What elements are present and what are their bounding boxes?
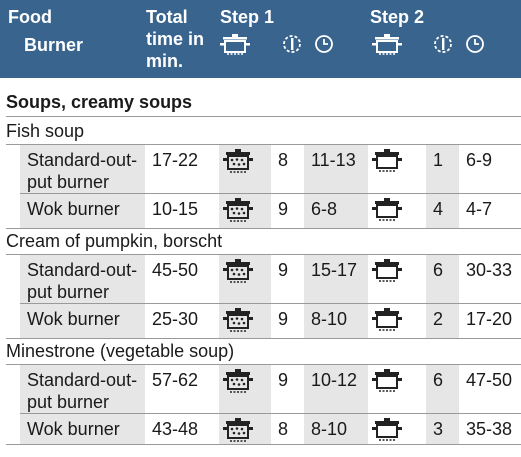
burner-cell: Standard-out- put burner [27,260,138,302]
total-time-cell: 25-30 [152,309,199,329]
step2-level-cell: 6 [433,260,444,280]
step1-time-cell: 15-17 [311,260,358,280]
divider [6,338,521,339]
burner-cell: Wok burner [27,199,120,219]
power-level-icon [434,35,452,53]
step2-level-cell: 6 [433,370,444,390]
divider [20,303,521,304]
table-row: Standard-out- put burner 17-22 8 11-13 1… [6,145,521,193]
covered-pot-icon [372,368,402,399]
step1-level-cell: 9 [278,199,289,219]
wok-pot-icon [223,258,253,289]
step2-level-cell: 2 [433,309,444,329]
wok-pot-icon [223,148,253,179]
step1-level-cell: 9 [278,370,289,390]
pot-icon [220,34,250,55]
step1-level-cell: 9 [278,260,289,280]
wok-pot-icon [223,197,253,228]
step2-time-cell: 6-9 [466,150,493,170]
covered-pot-icon [372,197,402,228]
clock-icon [466,35,484,53]
divider [6,116,521,117]
table-row: Wok burner 43-48 8 8-10 3 35-38 [6,414,521,444]
food-header: Food [8,7,52,27]
burner-cell: Standard-out- put burner [27,370,138,412]
step2-level-cell: 4 [433,199,444,219]
step2-time-cell: 17-20 [466,309,513,329]
step1-time-cell: 8-10 [311,419,348,439]
step1-header: Step 1 [220,7,275,27]
step1-level-cell: 9 [278,309,289,329]
total-time-cell: 17-22 [152,150,199,170]
step2-time-cell: 35-38 [466,419,513,439]
divider [6,228,521,229]
table-row: Wok burner 10-15 9 6-8 4 4-7 [6,194,521,228]
total-time-cell: 57-62 [152,370,199,390]
table-row: Wok burner 25-30 9 8-10 2 17-20 [6,304,521,338]
step2-level-cell: 3 [433,419,444,439]
step1-level-cell: 8 [278,419,289,439]
food-name: Fish soup [6,121,85,141]
total-time-cell: 45-50 [152,260,199,280]
total-time-header: Total time in min. [146,7,205,71]
pot-icon [372,34,402,55]
divider [6,364,521,365]
wok-pot-icon [223,368,253,399]
burner-header: Burner [24,35,84,55]
burner-cell: Wok burner [27,309,120,329]
total-time-cell: 10-15 [152,199,199,219]
step2-time-cell: 30-33 [466,260,513,280]
divider [6,254,521,255]
step2-level-cell: 1 [433,150,444,170]
wok-pot-icon [223,307,253,338]
covered-pot-icon [372,417,402,448]
covered-pot-icon [372,148,402,179]
covered-pot-icon [372,258,402,289]
total-time-cell: 43-48 [152,419,199,439]
burner-cell: Wok burner [27,419,120,439]
food-name: Minestrone (vegetable soup) [6,341,235,361]
step1-time-cell: 6-8 [311,199,338,219]
step1-level-cell: 8 [278,150,289,170]
step2-time-cell: 4-7 [466,199,493,219]
food-name: Cream of pumpkin, borscht [6,231,223,251]
table-row: Standard-out- put burner 45-50 9 15-17 6… [6,255,521,303]
divider [6,144,521,145]
divider [6,444,521,445]
clock-icon [315,35,333,53]
section-title: Soups, creamy soups [6,92,193,112]
power-level-icon [283,35,301,53]
step1-time-cell: 8-10 [311,309,348,329]
table-row: Standard-out- put burner 57-62 9 10-12 6… [6,365,521,413]
step2-time-cell: 47-50 [466,370,513,390]
step1-time-cell: 11-13 [311,150,356,170]
step1-time-cell: 10-12 [311,370,358,390]
divider [20,413,521,414]
wok-pot-icon [223,417,253,448]
divider [20,193,521,194]
burner-cell: Standard-out- put burner [27,150,138,192]
step2-header: Step 2 [370,7,425,27]
covered-pot-icon [372,307,402,338]
table-header: Food Burner Total time in min. Step 1 St… [0,0,521,78]
